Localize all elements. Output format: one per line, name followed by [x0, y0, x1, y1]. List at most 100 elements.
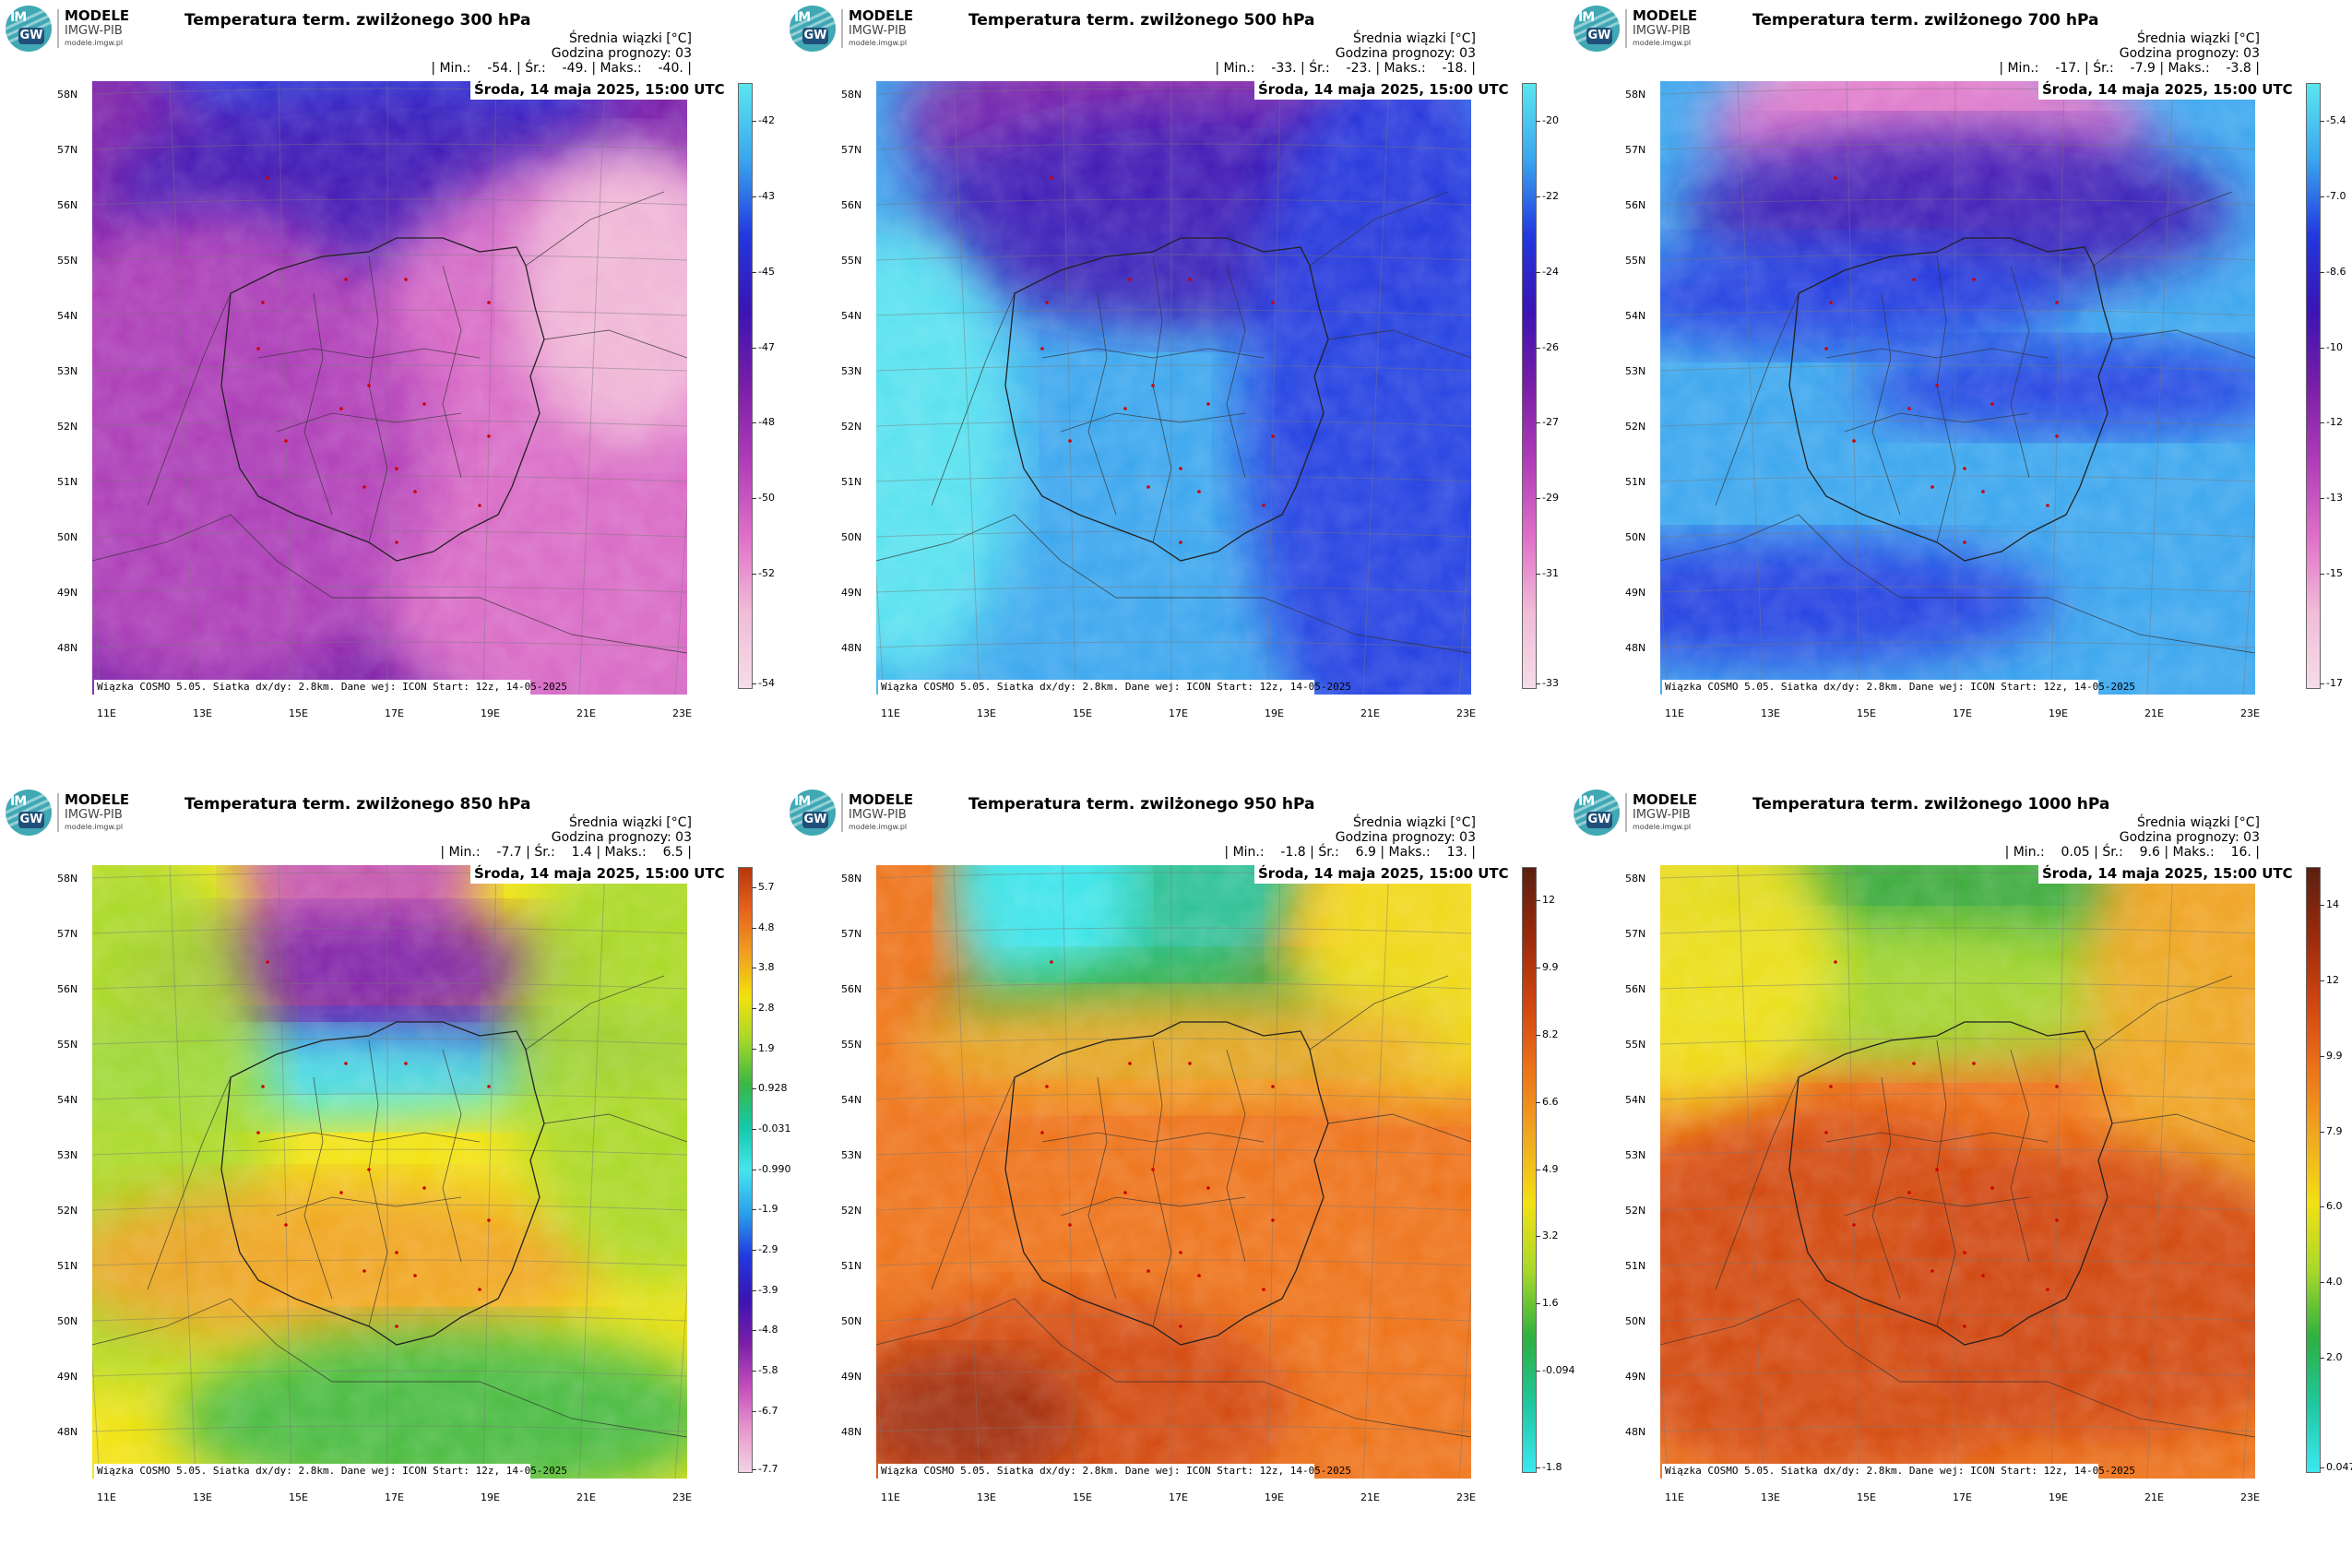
stats: | Min.: -17. | Śr.: -7.9 | Maks.: -3.8 | — [1999, 61, 2260, 76]
lon-label: 17E — [385, 707, 404, 719]
colorbar-label: -5.8 — [758, 1364, 778, 1376]
colorbar-tick — [1536, 1467, 1540, 1468]
valid-date: Środa, 14 maja 2025, 15:00 UTC — [470, 79, 725, 100]
lat-label: 49N — [57, 587, 78, 599]
colorbar-label: -8.6 — [2326, 266, 2346, 278]
colorbar — [1522, 83, 1537, 689]
lon-label: 15E — [1857, 707, 1876, 719]
colorbar-tick — [1536, 683, 1540, 684]
panel-300hpa: IM GW MODELE IMGW-PIB modele.imgw.pl Temperat… — [0, 0, 784, 784]
logo-mark-im: IM — [10, 794, 27, 809]
colorbar-label: -45 — [758, 266, 775, 278]
colorbar-label: 2.8 — [758, 1002, 775, 1014]
stats: | Min.: 0.05 | Śr.: 9.6 | Maks.: 16. | — [2004, 845, 2260, 860]
stats: | Min.: -33. | Śr.: -23. | Maks.: -18. | — [1215, 61, 1476, 76]
colorbar-label: -24 — [1542, 266, 1559, 278]
colorbar-label: 1.6 — [1542, 1297, 1559, 1309]
panel-info: Średnia wiązki [°C] Godzina prognozy: 03 |… — [431, 31, 692, 76]
imgw-logo: IM GW MODELE IMGW-PIB modele.imgw.pl — [6, 6, 162, 52]
colorbar-label: 12 — [1542, 894, 1555, 906]
colorbar-tick — [752, 574, 756, 575]
lat-label: 52N — [841, 1205, 862, 1217]
lat-label: 57N — [57, 928, 78, 940]
lat-label: 58N — [841, 89, 862, 101]
colorbar-tick — [752, 1209, 756, 1210]
lon-label: 11E — [881, 1491, 900, 1503]
colorbar-tick — [2320, 121, 2324, 122]
colorbar-label: -47 — [758, 341, 775, 353]
lat-label: 56N — [841, 199, 862, 211]
footnote: Wiązka COSMO 5.05. Siatka dx/dy: 2.8km. … — [1662, 1464, 2135, 1479]
colorbar-tick — [752, 1371, 756, 1372]
colorbar-label: -42 — [758, 114, 775, 126]
colorbar-label: -48 — [758, 416, 775, 428]
colorbar-label: -20 — [1542, 114, 1559, 126]
valid-date: Środa, 14 maja 2025, 15:00 UTC — [2038, 79, 2293, 100]
colorbar-tick — [1536, 121, 1540, 122]
lon-label: 15E — [289, 1491, 308, 1503]
lat-label: 49N — [57, 1371, 78, 1383]
lon-label: 13E — [1761, 707, 1780, 719]
logo-imgw-pib: IMGW-PIB — [65, 24, 123, 38]
imgw-logo: IM GW MODELE IMGW-PIB modele.imgw.pl — [1574, 6, 1730, 52]
panel-title: Temperatura term. zwilżonego 950 hPa — [968, 795, 1315, 814]
lat-label: 55N — [57, 255, 78, 267]
stats: | Min.: -7.7 | Śr.: 1.4 | Maks.: 6.5 | — [440, 845, 692, 860]
colorbar-tick — [2320, 1282, 2324, 1283]
colorbar-tick — [2320, 574, 2324, 575]
lat-label: 54N — [57, 310, 78, 322]
colorbar-label: -6.7 — [758, 1405, 778, 1417]
lat-label: 49N — [841, 1371, 862, 1383]
lon-label: 11E — [97, 1491, 116, 1503]
map-area — [92, 81, 687, 695]
colorbar-tick — [752, 928, 756, 929]
logo-mark-gw: GW — [802, 812, 828, 828]
colorbar-label: -13 — [2326, 492, 2343, 504]
lat-label: 56N — [57, 983, 78, 995]
lon-label: 21E — [576, 707, 596, 719]
lat-label: 55N — [841, 1039, 862, 1051]
lat-label: 58N — [841, 873, 862, 885]
colorbar-tick — [2320, 905, 2324, 906]
panel-title: Temperatura term. zwilżonego 500 hPa — [968, 11, 1315, 30]
lon-label: 13E — [977, 1491, 996, 1503]
lon-label: 15E — [289, 707, 308, 719]
lon-label: 21E — [1360, 1491, 1380, 1503]
logo-mark-im: IM — [794, 794, 811, 809]
lat-label: 51N — [841, 476, 862, 488]
colorbar-tick — [2320, 1206, 2324, 1207]
lon-label: 13E — [1761, 1491, 1780, 1503]
footnote: Wiązka COSMO 5.05. Siatka dx/dy: 2.8km. … — [1662, 680, 2135, 695]
colorbar-label: 4.0 — [2326, 1276, 2343, 1288]
colorbar-label: 9.9 — [2326, 1050, 2343, 1062]
map-area — [92, 865, 687, 1479]
colorbar-label: -0.031 — [758, 1123, 791, 1134]
colorbar-tick — [1536, 422, 1540, 423]
lon-label: 17E — [385, 1491, 404, 1503]
colorbar-label: 12 — [2326, 974, 2339, 986]
colorbar-label: -27 — [1542, 416, 1559, 428]
lon-label: 19E — [481, 707, 500, 719]
colorbar-label: -33 — [1542, 677, 1559, 689]
lat-label: 57N — [1625, 928, 1646, 940]
footnote: Wiązka COSMO 5.05. Siatka dx/dy: 2.8km. … — [878, 1464, 1351, 1479]
lat-label: 57N — [841, 144, 862, 156]
lat-label: 51N — [841, 1260, 862, 1272]
lat-label: 53N — [1625, 365, 1646, 377]
lon-label: 21E — [2144, 1491, 2164, 1503]
lat-label: 53N — [841, 365, 862, 377]
lat-label: 52N — [841, 421, 862, 433]
colorbar-tick — [2320, 980, 2324, 981]
logo-imgw-pib: IMGW-PIB — [849, 24, 907, 38]
lon-label: 13E — [193, 1491, 212, 1503]
map-area — [876, 81, 1471, 695]
valid-date: Środa, 14 maja 2025, 15:00 UTC — [1254, 863, 1509, 884]
lat-label: 54N — [841, 1094, 862, 1106]
footnote: Wiązka COSMO 5.05. Siatka dx/dy: 2.8km. … — [878, 680, 1351, 695]
logo-mark-gw: GW — [1586, 812, 1612, 828]
lat-label: 48N — [841, 642, 862, 654]
logo-url: modele.imgw.pl — [1633, 39, 1692, 47]
subtitle: Średnia wiązki [°C] — [2136, 815, 2260, 830]
colorbar-tick — [1536, 900, 1540, 901]
lat-label: 50N — [57, 1315, 78, 1327]
